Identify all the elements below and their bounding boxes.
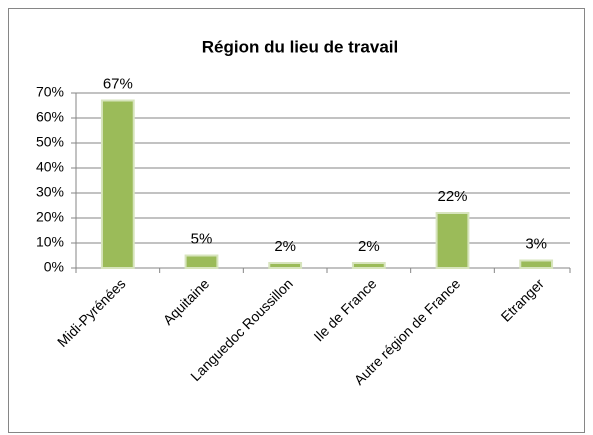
y-tick-label: 40%: [36, 159, 64, 175]
chart-border: [8, 8, 585, 433]
bar: [519, 259, 554, 269]
value-label: 22%: [437, 188, 467, 205]
value-label: 2%: [274, 238, 296, 255]
value-label: 2%: [358, 238, 380, 255]
bar: [351, 262, 386, 269]
bar: [435, 212, 470, 269]
bar: [268, 262, 303, 269]
bar: [184, 254, 219, 269]
value-label: 5%: [191, 230, 213, 247]
chart-title: Région du lieu de travail: [202, 37, 398, 56]
bar: [100, 99, 135, 269]
y-tick-label: 70%: [36, 84, 64, 100]
value-label: 3%: [525, 235, 547, 252]
y-tick-label: 20%: [36, 209, 64, 225]
y-tick-label: 0%: [44, 259, 64, 275]
y-tick-label: 60%: [36, 109, 64, 125]
y-tick-label: 30%: [36, 184, 64, 200]
y-tick-label: 50%: [36, 134, 64, 150]
y-tick-label: 10%: [36, 234, 64, 250]
value-label: 67%: [103, 75, 133, 92]
